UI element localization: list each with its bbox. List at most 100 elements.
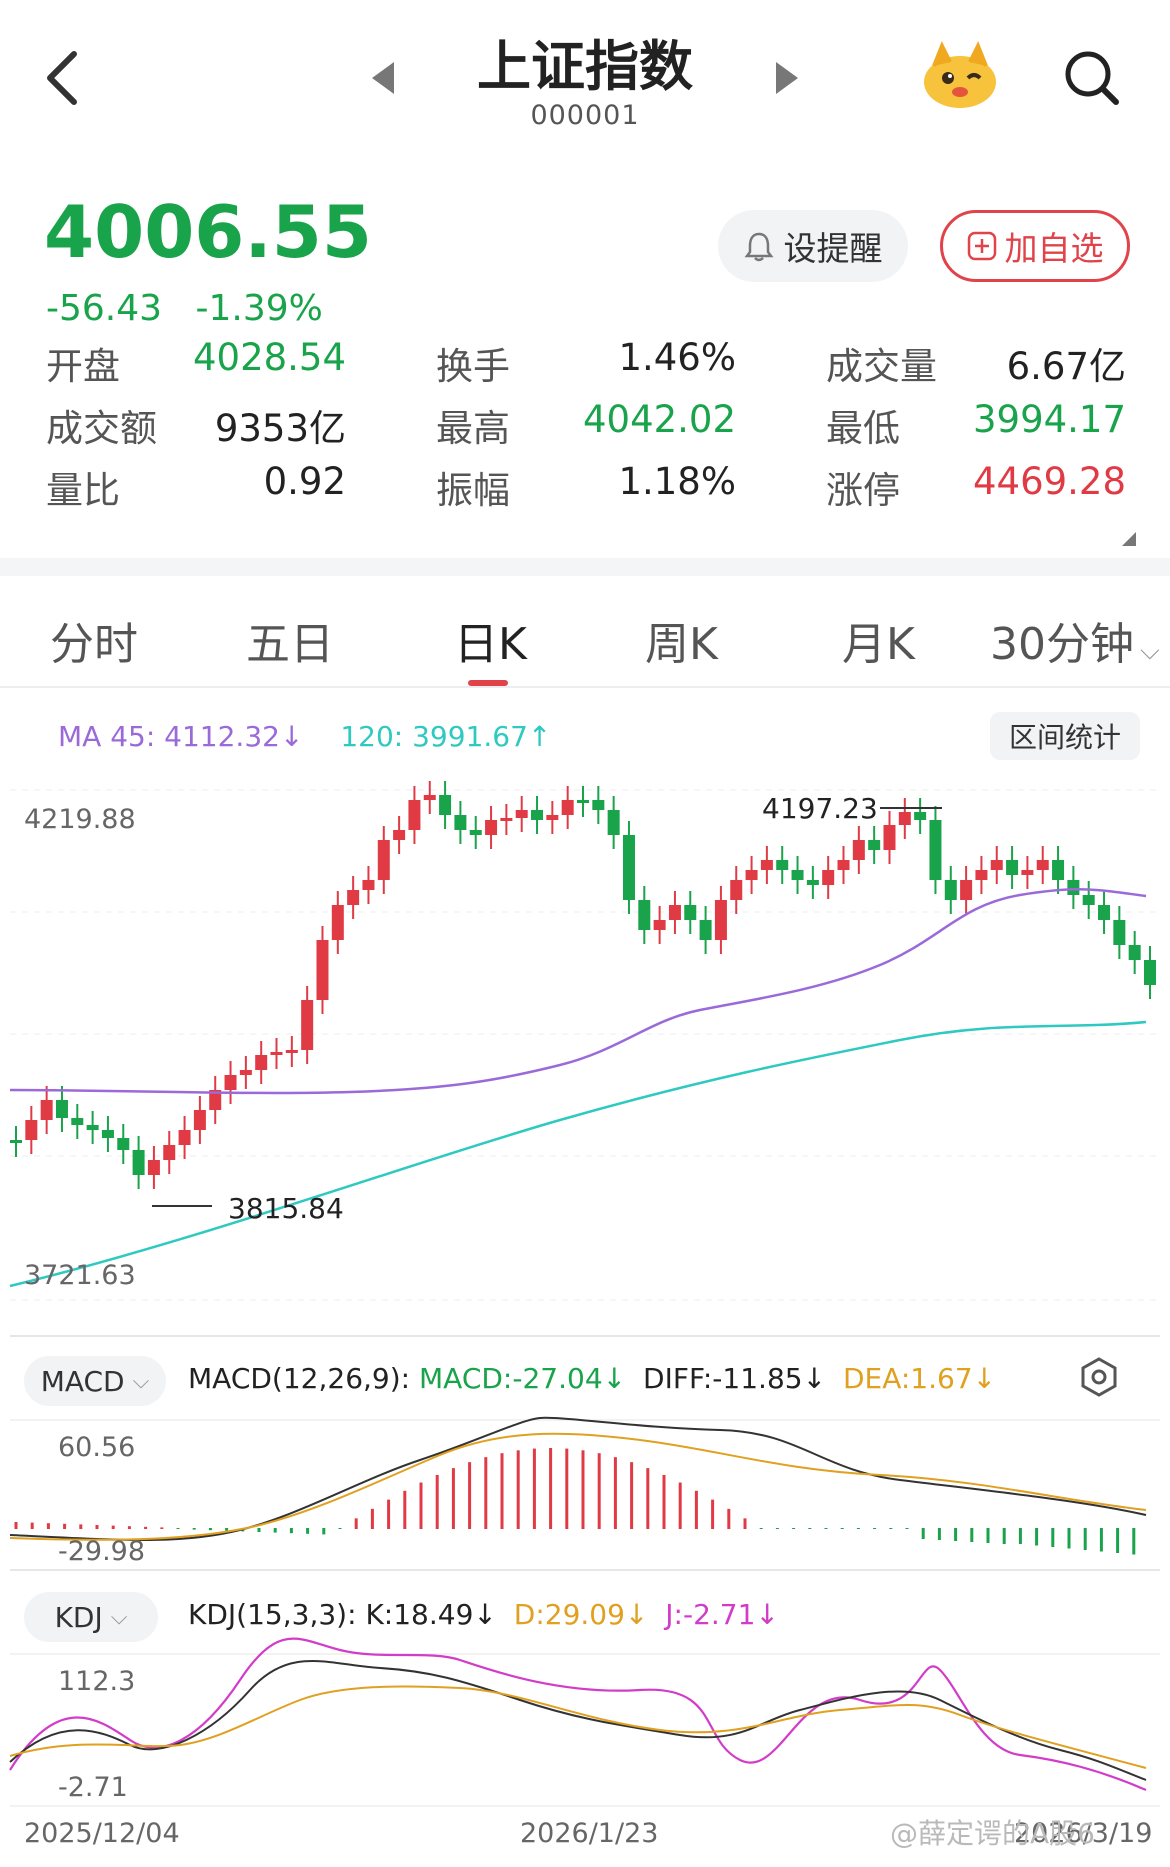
stat-label: 开盘 <box>46 345 120 388</box>
macd-bar <box>338 1528 342 1529</box>
candle-body <box>117 1138 130 1150</box>
search-icon[interactable] <box>1062 48 1122 108</box>
macd-bar <box>484 1457 488 1529</box>
macd-bar <box>1018 1528 1022 1544</box>
macd-value: MACD:-27.04 <box>419 1362 603 1395</box>
candle-body <box>515 810 528 818</box>
macd-bar <box>95 1525 99 1529</box>
tab-five-day[interactable]: 五日 <box>246 619 334 670</box>
ma45-value: MA 45: 4112.32 <box>58 720 280 753</box>
candle-body <box>224 1075 237 1090</box>
candle-body <box>255 1055 268 1070</box>
macd-bar <box>986 1528 990 1543</box>
kdj-selector[interactable]: KDJ ⌵ <box>24 1592 158 1642</box>
candle-body <box>577 800 589 803</box>
plus-square-icon <box>967 231 996 261</box>
macd-bar <box>565 1448 569 1529</box>
add-watchlist-button[interactable]: 加自选 <box>940 210 1130 282</box>
d-line <box>9 1685 1147 1769</box>
macd-bar <box>30 1522 34 1529</box>
macd-bar <box>79 1524 83 1529</box>
expand-corner-icon[interactable] <box>1122 532 1136 546</box>
macd-bar <box>646 1468 650 1529</box>
macd-bar <box>1099 1528 1103 1552</box>
next-stock-icon[interactable] <box>776 62 798 94</box>
dea-line <box>9 1432 1147 1541</box>
macd-bar <box>192 1528 196 1530</box>
candle-body <box>178 1130 191 1145</box>
kdj-selector-label: KDJ <box>54 1600 103 1634</box>
candle-body <box>408 800 421 830</box>
date-label-start: 2025/12/04 <box>24 1818 180 1849</box>
candle-body <box>975 870 988 880</box>
candle-body <box>439 795 452 815</box>
macd-bar <box>840 1528 844 1529</box>
tab-weekly-k[interactable]: 周K <box>645 619 718 670</box>
current-price: 4006.55 <box>44 190 372 274</box>
tab-monthly-k[interactable]: 月K <box>842 619 915 670</box>
candle-body <box>86 1125 99 1130</box>
ma120-value: 120: 3991.67 <box>340 720 528 753</box>
stat-value: 6.67亿 <box>1006 345 1126 388</box>
date-label-mid: 2026/1/23 <box>520 1818 658 1849</box>
candle-body <box>546 815 559 820</box>
candle-body <box>638 900 651 930</box>
settings-hexagon-icon[interactable] <box>1078 1356 1120 1398</box>
arrow-down-icon: ↓ <box>972 1362 997 1395</box>
prev-stock-icon[interactable] <box>372 62 394 94</box>
macd-bar <box>954 1528 958 1541</box>
candle-body <box>10 1140 22 1143</box>
macd-bar <box>63 1523 67 1529</box>
candle-body <box>1036 860 1049 870</box>
macd-bar <box>775 1528 779 1529</box>
macd-bar <box>1067 1528 1071 1549</box>
tab-30min[interactable]: 30分钟 ⌵ <box>990 608 1160 672</box>
candle-body <box>1052 860 1065 880</box>
macd-bar <box>549 1448 553 1529</box>
chevron-down-icon: ⌵ <box>1140 636 1160 666</box>
tab-daily-k[interactable]: 日K <box>454 619 527 670</box>
mascot-icon[interactable] <box>920 40 1000 112</box>
macd-bar <box>532 1448 536 1529</box>
candle-body <box>730 880 743 900</box>
candle-body <box>868 840 881 850</box>
macd-selector-label: MACD <box>40 1364 125 1398</box>
y-axis-bottom-label: 3721.63 <box>24 1260 136 1291</box>
low-label: 3815.84 <box>228 1192 344 1225</box>
range-stats-button[interactable]: 区间统计 <box>990 712 1140 760</box>
stat-label: 最高 <box>436 407 510 450</box>
back-arrow-icon[interactable] <box>40 48 84 108</box>
stat-label: 振幅 <box>436 469 510 512</box>
set-alert-button[interactable]: 设提醒 <box>718 210 908 282</box>
stat-value: 4469.28 <box>972 460 1126 503</box>
stat-value: 4028.54 <box>192 336 346 379</box>
kdj-params: KDJ(15,3,3): <box>188 1598 357 1631</box>
macd-bar <box>257 1528 261 1532</box>
kline-chart[interactable]: 4219.88 3721.63 4197.23 3815.84 60.56 -2… <box>0 760 1170 1867</box>
y-axis-top-label: 4219.88 <box>24 804 136 835</box>
candle-body <box>760 860 773 870</box>
macd-bar <box>387 1499 391 1529</box>
diff-line <box>9 1416 1147 1541</box>
j-line <box>9 1637 1147 1792</box>
macd-bar <box>46 1523 50 1529</box>
candle-body <box>990 860 1003 870</box>
candle-body <box>454 815 467 830</box>
macd-bar <box>581 1450 585 1529</box>
candle-body <box>699 920 712 940</box>
macd-bar <box>856 1528 860 1529</box>
k-line <box>9 1660 1147 1781</box>
j-value: J:-2.71 <box>665 1598 756 1631</box>
macd-bar <box>516 1450 520 1529</box>
arrow-down-icon: ↓ <box>755 1598 779 1631</box>
tab-intraday[interactable]: 分时 <box>50 619 138 670</box>
candle-body <box>1021 870 1034 875</box>
macd-bar <box>889 1528 893 1529</box>
candle-body <box>193 1110 206 1130</box>
candle-body <box>607 810 620 835</box>
stat-label: 涨停 <box>826 469 900 512</box>
active-tab-indicator <box>468 680 508 686</box>
macd-bar <box>403 1490 407 1529</box>
macd-legend: MACD(12,26,9): MACD:-27.04↓ DIFF:-11.85↓… <box>188 1362 996 1395</box>
macd-selector[interactable]: MACD ⌵ <box>24 1356 166 1406</box>
